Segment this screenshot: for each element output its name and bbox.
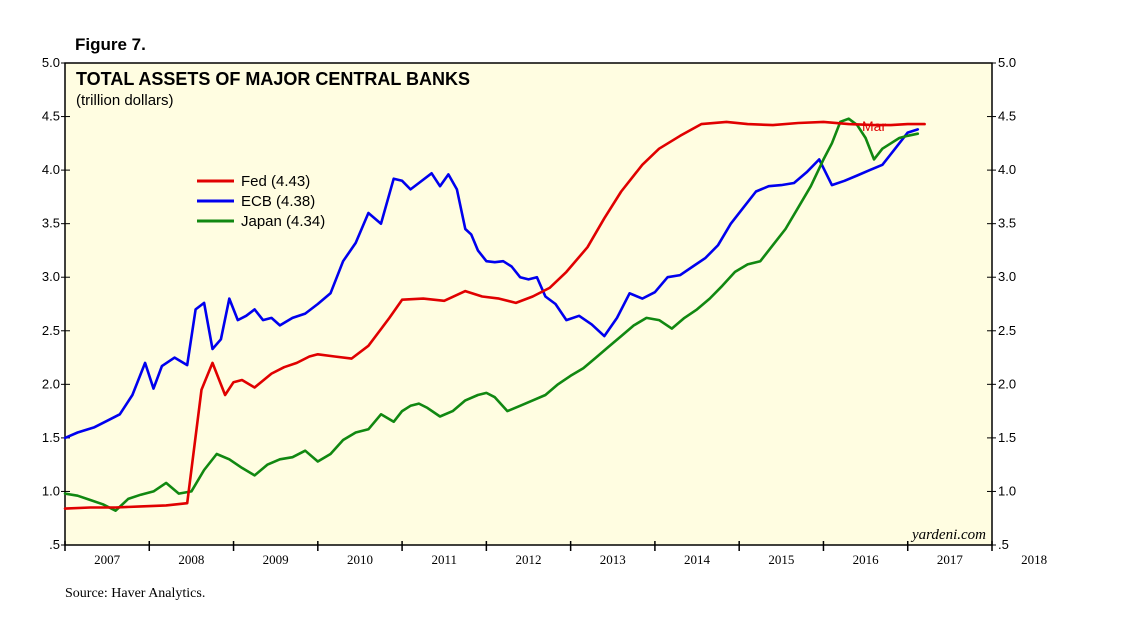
legend-label-japan: Japan (4.34) [241, 213, 325, 230]
x-tick-label: 2009 [263, 552, 289, 567]
x-tick-label: 2013 [600, 552, 626, 567]
x-tick-label: 2017 [937, 552, 964, 567]
y-tick-label-right: 3.0 [998, 269, 1016, 284]
y-tick-label-left: .5 [49, 537, 60, 552]
series-lines [63, 117, 926, 513]
y-tick-label-left: 2.5 [42, 323, 60, 338]
y-tick-label-right: 3.5 [998, 216, 1016, 231]
chart-subtitle: (trillion dollars) [76, 92, 174, 109]
y-tick-label-right: .5 [998, 537, 1009, 552]
y-tick-label-right: 2.0 [998, 376, 1016, 391]
y-axis-right: .5 1.0 1.5 2.0 2.5 3.0 3.5 4.0 4.5 5.0 [987, 55, 1016, 552]
y-tick-label-left: 5.0 [42, 55, 60, 70]
x-tick-label: 2015 [768, 552, 794, 567]
y-tick-label-left: 4.0 [42, 162, 60, 177]
x-tick-label: 2010 [347, 552, 373, 567]
y-tick-label-left: 3.5 [42, 216, 60, 231]
y-tick-label-left: 3.0 [42, 269, 60, 284]
series-line-japan [63, 117, 920, 513]
y-tick-label-left: 4.5 [42, 109, 60, 124]
y-tick-label-right: 4.0 [998, 162, 1016, 177]
y-tick-label-right: 2.5 [998, 323, 1016, 338]
y-tick-label-right: 1.5 [998, 430, 1016, 445]
y-tick-label-left: 2.0 [42, 376, 60, 391]
x-tick-label: 2008 [178, 552, 204, 567]
x-tick-label: 2016 [853, 552, 880, 567]
x-tick-label: 2012 [516, 552, 542, 567]
legend-label-ecb: ECB (4.38) [241, 193, 315, 210]
y-axis-left: .5 1.0 1.5 2.0 2.5 3.0 3.5 4.0 4.5 5.0 [42, 55, 70, 552]
y-tick-label-left: 1.0 [42, 483, 60, 498]
x-tick-label: 2007 [94, 552, 121, 567]
x-tick-label: 2018 [1021, 552, 1047, 567]
x-tick-label: 2011 [431, 552, 457, 567]
figure-label: Figure 7. [75, 35, 146, 54]
legend: Fed (4.43) ECB (4.38) Japan (4.34) [197, 173, 325, 230]
y-tick-label-right: 1.0 [998, 483, 1016, 498]
x-axis: 2007 2008 2009 2010 2011 2012 2013 2014 2015 2016… [64, 541, 1047, 567]
source-note: Source: Haver Analytics. [65, 586, 206, 601]
y-tick-label-right: 4.5 [998, 109, 1016, 124]
end-label-mar: Mar [862, 118, 886, 134]
y-tick-label-right: 5.0 [998, 55, 1016, 70]
plot-area [64, 62, 993, 546]
x-tick-label: 2014 [684, 552, 711, 567]
legend-label-fed: Fed (4.43) [241, 173, 310, 190]
y-tick-label-left: 1.5 [42, 430, 60, 445]
chart-title: TOTAL ASSETS OF MAJOR CENTRAL BANKS [76, 69, 470, 89]
series-line-fed [63, 120, 926, 510]
series-line-ecb [63, 128, 920, 440]
watermark: yardeni.com [910, 527, 986, 543]
